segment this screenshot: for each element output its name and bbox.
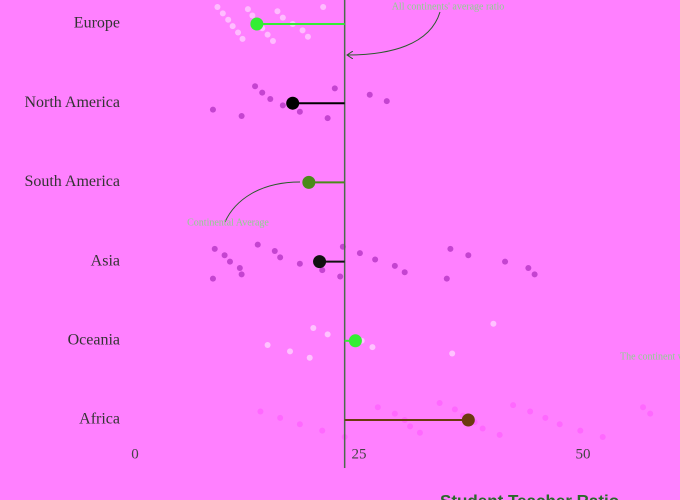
data-point	[447, 245, 454, 252]
data-point	[211, 245, 218, 252]
data-point	[238, 271, 245, 278]
annotation-connector	[224, 181, 301, 223]
data-point	[279, 102, 286, 109]
data-point	[527, 408, 534, 415]
data-point	[337, 273, 344, 280]
data-point	[304, 33, 311, 40]
data-point	[279, 14, 286, 21]
data-point	[264, 342, 271, 349]
data-point	[236, 264, 243, 271]
data-point	[647, 410, 654, 417]
data-point	[369, 344, 376, 351]
data-point	[229, 23, 236, 30]
data-point	[319, 267, 326, 274]
data-point	[267, 95, 274, 102]
category-label: South America	[24, 173, 120, 190]
data-point	[502, 258, 509, 265]
data-point	[331, 85, 338, 92]
data-point	[490, 320, 497, 327]
data-point	[252, 83, 259, 90]
data-point	[640, 404, 647, 411]
data-point	[226, 258, 233, 265]
data-point	[209, 106, 216, 113]
data-point	[510, 402, 517, 409]
data-point	[449, 350, 456, 357]
mean-dot	[313, 255, 327, 269]
data-point	[209, 275, 216, 282]
x-tick-label: 50	[576, 446, 591, 462]
category-label: Africa	[79, 411, 120, 428]
data-point	[531, 271, 538, 278]
data-point	[269, 38, 276, 44]
data-point	[277, 414, 284, 421]
data-point	[271, 247, 278, 254]
data-point	[320, 4, 327, 10]
data-point	[391, 262, 398, 269]
data-point	[299, 27, 306, 34]
data-point	[254, 241, 261, 248]
data-point	[324, 115, 331, 122]
data-point	[577, 427, 584, 434]
data-point	[244, 6, 251, 13]
data-point	[407, 423, 414, 430]
data-point	[214, 4, 221, 10]
mean-dot	[348, 334, 362, 348]
data-point	[372, 256, 379, 263]
annotation-arrow	[347, 11, 441, 55]
annotation: All continents' average ratio	[392, 1, 505, 12]
data-point	[356, 250, 363, 257]
data-point	[235, 29, 242, 36]
data-point	[239, 35, 246, 42]
data-point	[465, 252, 472, 259]
category-label: North America	[24, 94, 120, 111]
data-point	[383, 98, 390, 105]
data-point	[296, 421, 303, 428]
data-point	[451, 406, 458, 413]
annotation: The continent with the highest ratio	[620, 351, 680, 362]
annotation: Continental Average	[187, 217, 269, 228]
data-point	[225, 16, 232, 23]
data-point	[277, 254, 284, 261]
x-axis-title: Student Teacher Ratio	[440, 491, 619, 500]
data-point	[525, 264, 532, 271]
category-label: Asia	[91, 252, 120, 269]
mean-dot	[302, 175, 316, 189]
mean-dot	[461, 413, 475, 427]
mean-dot	[286, 96, 300, 110]
data-point	[219, 10, 226, 17]
data-point	[556, 421, 563, 428]
data-point	[257, 408, 264, 415]
data-point	[296, 108, 303, 115]
data-point	[599, 434, 606, 440]
data-point	[436, 400, 443, 406]
data-point	[443, 275, 450, 282]
data-point	[391, 410, 398, 417]
data-point	[324, 331, 331, 338]
category-label: Oceania	[68, 331, 120, 348]
data-point	[306, 354, 313, 361]
data-point	[238, 112, 245, 119]
data-point	[366, 91, 373, 98]
data-point	[542, 414, 549, 421]
data-point	[319, 427, 326, 434]
data-point	[274, 8, 281, 15]
data-point	[496, 431, 503, 438]
data-point	[259, 89, 266, 96]
data-point	[287, 348, 294, 355]
x-tick-label: 25	[352, 446, 367, 462]
data-point	[416, 429, 423, 436]
data-point	[296, 260, 303, 267]
data-point	[310, 325, 317, 332]
mean-dot	[250, 17, 264, 31]
data-point	[249, 12, 256, 19]
data-point	[479, 425, 486, 432]
data-point	[221, 252, 228, 259]
x-tick-label: 0	[131, 446, 139, 462]
data-point	[401, 269, 408, 276]
data-point	[374, 404, 381, 411]
data-point	[264, 31, 271, 38]
category-label: Europe	[74, 15, 120, 32]
